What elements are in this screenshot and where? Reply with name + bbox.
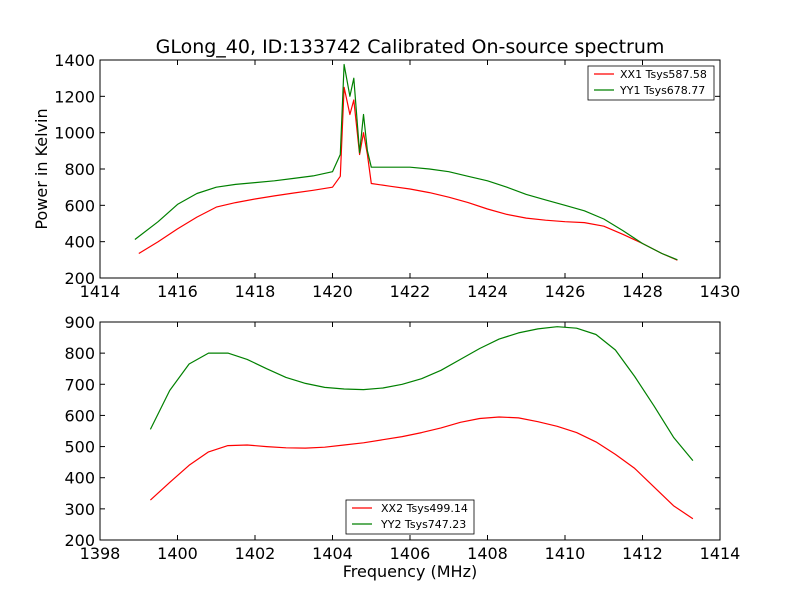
bottom-ytick-label: 500 [64, 438, 95, 457]
bottom-xtick-label: 1402 [235, 544, 276, 563]
bottom-xtick-label: 1412 [622, 544, 663, 563]
bottom-xtick-label: 1414 [700, 544, 741, 563]
top-ytick-label: 1000 [54, 124, 95, 143]
top-legend-label-xx1: XX1 Tsys587.58 [620, 68, 707, 81]
bottom-ytick-label: 800 [64, 344, 95, 363]
top-series-line-1 [138, 86, 678, 261]
top-xtick-label: 1430 [700, 282, 741, 301]
top-ytick-label: 400 [64, 233, 95, 252]
top-xtick-label: 1426 [545, 282, 586, 301]
top-ylabel: Power in Kelvin [32, 108, 51, 229]
bottom-xtick-label: 1398 [80, 544, 121, 563]
bottom-xtick-label: 1408 [467, 544, 508, 563]
top-xtick-label: 1418 [235, 282, 276, 301]
top-series-lines [134, 63, 678, 261]
top-ytick-label: 600 [64, 196, 95, 215]
bottom-xtick-label: 1410 [545, 544, 586, 563]
bottom-legend-box [345, 499, 475, 535]
top-legend: XX1 Tsys587.58 YY1 Tsys678.77 [587, 65, 715, 101]
bottom-xtick-label: 1406 [390, 544, 431, 563]
bottom-xlabel: Frequency (MHz) [343, 562, 477, 581]
chart-title: GLong_40, ID:133742 Calibrated On-source… [156, 36, 665, 58]
top-series-line-2 [134, 63, 678, 261]
bottom-ticks: 1398 1400 1402 1404 1406 1408 1410 1412 1414 200 3… [64, 313, 740, 563]
bottom-series-lines [149, 326, 694, 520]
bottom-legend-label-yy2: YY2 Tsys747.23 [380, 518, 466, 531]
top-xtick-label: 1414 [80, 282, 121, 301]
bottom-spectrum-panel: 1398 1400 1402 1404 1406 1408 1410 1412 1414 200 3… [64, 313, 740, 581]
top-legend-label-yy1: YY1 Tsys678.77 [619, 84, 705, 97]
bottom-series-line-1 [149, 416, 694, 520]
bottom-xtick-label: 1400 [157, 544, 198, 563]
top-legend-box [587, 65, 715, 101]
top-ytick-label: 1400 [54, 51, 95, 70]
top-xtick-label: 1416 [157, 282, 198, 301]
bottom-ytick-label: 600 [64, 406, 95, 425]
bottom-legend-label-xx2: XX2 Tsys499.14 [381, 502, 468, 515]
bottom-ytick-label: 700 [64, 375, 95, 394]
bottom-ytick-label: 400 [64, 469, 95, 488]
bottom-ytick-label: 900 [64, 313, 95, 332]
bottom-legend: XX2 Tsys499.14 YY2 Tsys747.23 [345, 499, 475, 535]
top-ytick-label: 800 [64, 160, 95, 179]
top-ytick-label: 1200 [54, 87, 95, 106]
bottom-series-line-2 [149, 326, 694, 461]
top-xtick-label: 1420 [312, 282, 353, 301]
bottom-xtick-label: 1404 [312, 544, 353, 563]
bottom-ytick-label: 200 [64, 531, 95, 550]
top-xtick-label: 1424 [467, 282, 508, 301]
top-spectrum-panel: 1414 1416 1418 1420 1422 1424 1426 1428 1430 200 4… [32, 51, 740, 301]
bottom-ytick-label: 300 [64, 500, 95, 519]
top-ytick-label: 200 [64, 269, 95, 288]
top-xtick-label: 1428 [622, 282, 663, 301]
top-xtick-label: 1422 [390, 282, 431, 301]
top-ticks: 1414 1416 1418 1420 1422 1424 1426 1428 1430 200 4… [54, 51, 740, 301]
